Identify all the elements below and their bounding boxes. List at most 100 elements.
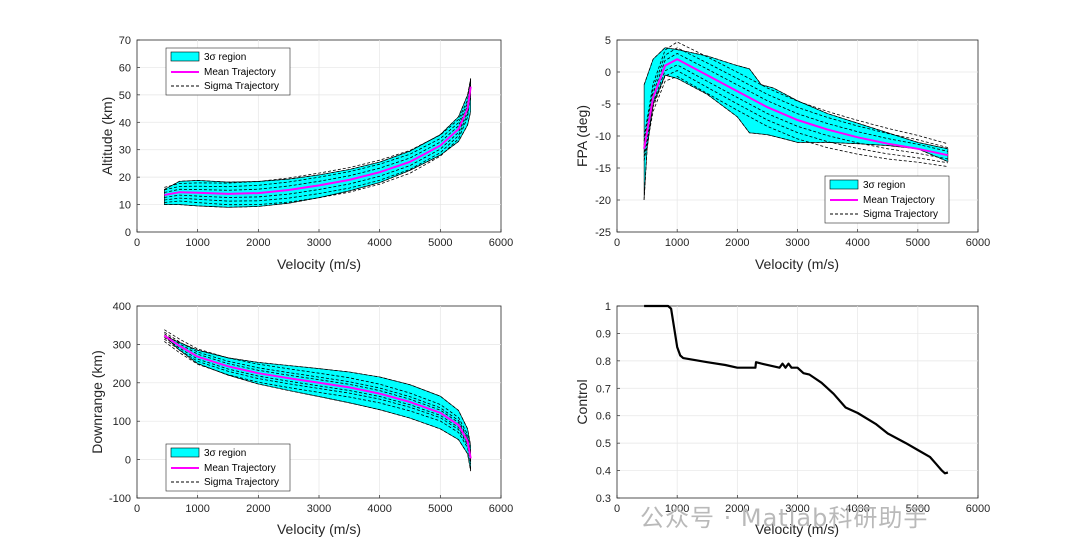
y-tick-label: -10 — [595, 131, 611, 143]
y-tick-label: 200 — [113, 378, 131, 390]
sigma-trajectory-line — [164, 337, 472, 461]
fpa-ylabel: FPA (deg) — [574, 105, 590, 167]
legend-sigma-label: Sigma Trajectory — [204, 477, 279, 488]
y-tick-label: -20 — [595, 195, 611, 207]
legend-region-swatch — [170, 51, 200, 62]
sigma-trajectory-upper — [164, 335, 472, 447]
control-series-line — [644, 304, 949, 475]
mean-trajectory-line — [643, 58, 949, 157]
x-tick-label: 5000 — [428, 237, 452, 249]
x-tick-label: 6000 — [489, 503, 513, 515]
y-tick-label: 300 — [113, 339, 131, 351]
legend-sigma-label: Sigma Trajectory — [863, 209, 938, 220]
x-tick-label: 4000 — [367, 503, 391, 515]
x-tick-label: 4000 — [845, 503, 869, 515]
sigma-trajectory-line — [643, 47, 949, 148]
x-tick-label: 5000 — [906, 237, 930, 249]
sigma-trajectory-line — [164, 89, 472, 198]
sigma-trajectory-upper — [643, 47, 948, 150]
x-tick-label: 2000 — [246, 237, 270, 249]
control-ylabel: Control — [574, 379, 590, 424]
legend-mean-label: Mean Trajectory — [204, 463, 276, 474]
x-tick-label: 6000 — [966, 237, 990, 249]
legend-mean-label: Mean Trajectory — [863, 195, 935, 206]
x-tick-label: 1000 — [185, 503, 209, 515]
altitude-xlabel: Velocity (m/s) — [277, 256, 361, 272]
x-tick-label: 0 — [614, 503, 620, 515]
legend-region-label: 3σ region — [204, 448, 246, 459]
sigma-trajectory-line — [643, 75, 948, 167]
x-tick-label: 2000 — [725, 503, 749, 515]
x-tick-label: 0 — [614, 237, 620, 249]
y-tick-label: 70 — [119, 35, 131, 47]
y-tick-label: 0.3 — [596, 493, 611, 505]
y-tick-label: 10 — [119, 200, 131, 212]
y-tick-label: 60 — [119, 62, 131, 74]
sigma-trajectory-line — [164, 331, 472, 456]
fpa-xlabel: Velocity (m/s) — [755, 256, 839, 272]
x-tick-label: 4000 — [845, 237, 869, 249]
y-tick-label: 100 — [113, 416, 131, 428]
y-tick-label: 30 — [119, 145, 131, 157]
altitude-ylabel: Altitude (km) — [99, 97, 115, 176]
sigma-trajectory-line — [164, 84, 472, 193]
legend-mean-label: Mean Trajectory — [204, 67, 276, 78]
sigma-trajectory-line — [164, 329, 472, 453]
watermark-text: 公众号 · Matlab科研助手 — [640, 504, 929, 532]
y-tick-label: -25 — [595, 227, 611, 239]
y-tick-label: 40 — [119, 117, 131, 129]
mean-trajectory-line — [164, 86, 472, 196]
altitude-subplot: 0 1000 2000 3000 4000 5000 6000 0 10 20 30 40 50 60 70… — [99, 35, 513, 272]
altitude-ticks: 0 1000 2000 3000 4000 5000 6000 0 10 20 30 40 50 60 70 — [119, 35, 513, 249]
sigma-trajectory-line — [164, 81, 472, 191]
downrange-subplot: 0 1000 2000 3000 4000 5000 6000-10001002003004… — [89, 301, 513, 537]
sigma-trajectory-lower — [164, 111, 472, 208]
y-tick-label: -100 — [109, 493, 131, 505]
downrange-ylabel: Downrange (km) — [89, 350, 105, 453]
x-tick-label: 1000 — [185, 237, 209, 249]
x-tick-label: 2000 — [246, 503, 270, 515]
control-data — [644, 304, 949, 475]
x-tick-label: 5000 — [428, 503, 452, 515]
y-tick-label: 0.7 — [596, 383, 611, 395]
mean-trajectory-line — [163, 334, 472, 459]
fpa-data — [643, 41, 949, 201]
sigma-trajectory-line — [164, 91, 472, 202]
sigma-trajectory-upper — [164, 78, 472, 190]
legend-region-swatch — [829, 179, 859, 190]
sigma-trajectory-line — [164, 338, 472, 462]
fpa-legend: 3σ region Mean Trajectory Sigma Trajecto… — [824, 175, 950, 224]
altitude-legend: 3σ region Mean Trajectory Sigma Trajecto… — [165, 47, 291, 96]
x-tick-label: 6000 — [489, 237, 513, 249]
fpa-subplot: 0 1000 2000 3000 4000 5000 6000 -25 -20 -15 -10 -5 0… — [574, 35, 990, 272]
x-tick-label: 6000 — [966, 503, 990, 515]
y-tick-label: 0.8 — [596, 356, 611, 368]
sigma-trajectory-line — [643, 64, 948, 160]
x-tick-label: 3000 — [307, 503, 331, 515]
y-tick-label: 0.9 — [596, 328, 611, 340]
altitude-data — [164, 78, 472, 208]
control-grid — [617, 306, 978, 498]
x-tick-label: 0 — [134, 237, 140, 249]
downrange-data — [163, 329, 472, 472]
sigma-trajectory-lower — [643, 74, 949, 201]
x-tick-label: 3000 — [307, 237, 331, 249]
y-tick-label: 50 — [119, 90, 131, 102]
sigma-trajectory-line — [643, 53, 948, 152]
sigma-trajectory-line — [164, 341, 472, 465]
x-tick-label: 0 — [134, 503, 140, 515]
y-tick-label: 0 — [605, 67, 611, 79]
sigma-trajectory-line — [164, 79, 472, 188]
x-tick-label: 3000 — [785, 237, 809, 249]
control-ticks: 0 1000 2000 3000 4000 5000 6000 0.3 0.4 0.5 0.6 0.7… — [596, 301, 991, 515]
legend-region-label: 3σ region — [863, 180, 905, 191]
x-tick-label: 2000 — [725, 237, 749, 249]
x-tick-label: 4000 — [367, 237, 391, 249]
y-tick-label: 0.4 — [596, 466, 611, 478]
control-subplot: 0 1000 2000 3000 4000 5000 6000 0.3 0.4 0.5 0.6 0.7… — [574, 301, 990, 537]
y-tick-label: -15 — [595, 163, 611, 175]
legend-sigma-label: Sigma Trajectory — [204, 81, 279, 92]
sigma-trajectory-line — [643, 41, 949, 145]
y-tick-label: -5 — [601, 99, 611, 111]
